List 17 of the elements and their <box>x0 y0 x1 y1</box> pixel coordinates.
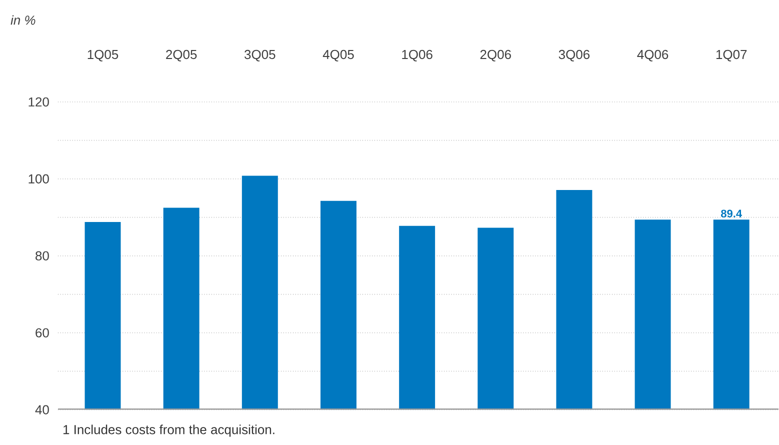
y-tick-label: 120 <box>28 97 49 107</box>
x-tick-label: 2Q06 <box>480 50 511 62</box>
y-tick-label: 100 <box>28 174 49 184</box>
x-tick-label: 1Q06 <box>402 50 432 62</box>
data-label: 89.4 <box>721 210 742 218</box>
x-tick-label: 3Q06 <box>558 50 590 62</box>
y-axis-title: in % <box>10 15 36 25</box>
x-tick-label: 3Q05 <box>244 50 276 62</box>
y-tick-label: 40 <box>35 405 49 414</box>
x-tick-label: 2Q05 <box>166 50 197 62</box>
y-tick-label: 60 <box>36 328 49 338</box>
x-tick-label: 1Q05 <box>88 50 118 62</box>
y-tick-label: 80 <box>36 251 49 261</box>
x-tick-label: 4Q06 <box>637 50 668 62</box>
x-tick-label: 4Q05 <box>322 50 354 62</box>
text: 1 Includes costs from the acquisition. <box>63 424 274 437</box>
x-tick-label: 1Q07 <box>716 50 747 62</box>
